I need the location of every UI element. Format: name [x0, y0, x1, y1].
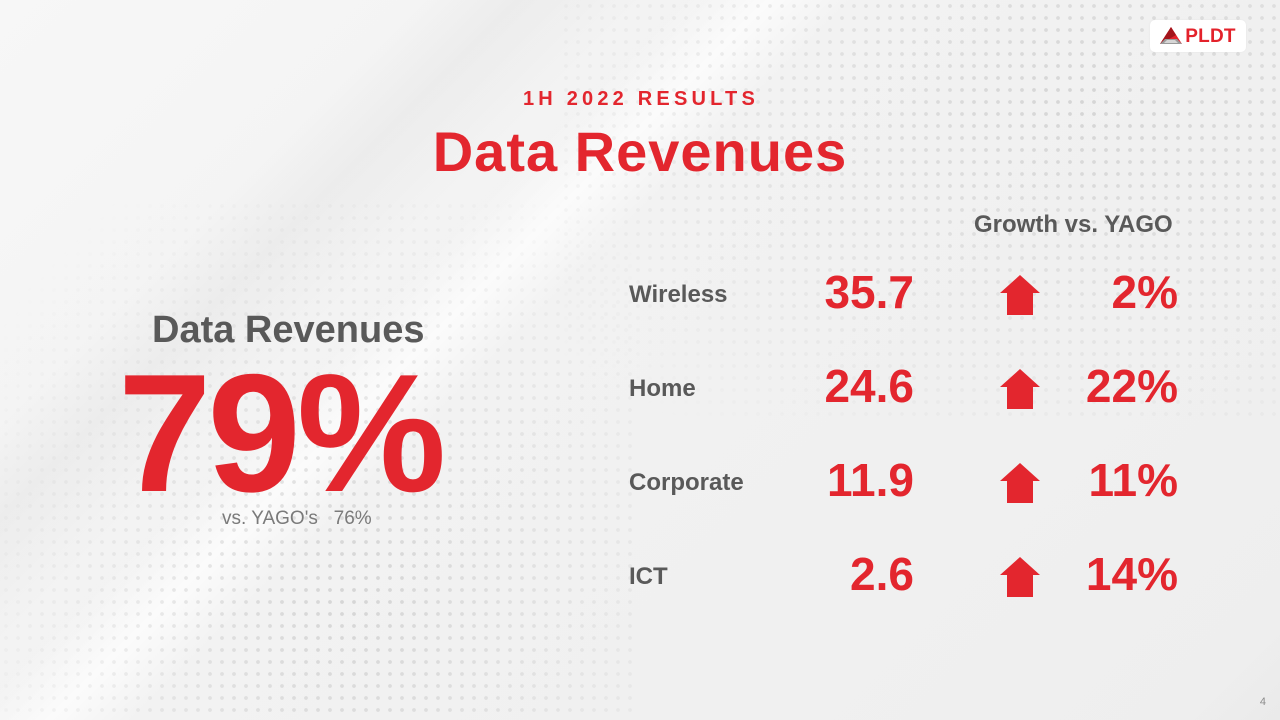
pldt-logo: PLDT [1150, 20, 1246, 52]
growth-percent: 2% [1111, 266, 1178, 318]
slide-title: Data Revenues [432, 120, 848, 183]
arrow-up-icon [1000, 557, 1040, 597]
table-row: ICT 2.6 14% [628, 548, 1188, 608]
growth-column-header: Growth vs. YAGO [974, 211, 1173, 238]
logo-text: PLDT [1185, 25, 1236, 47]
segment-label: Corporate [629, 469, 744, 496]
pldt-triangle-logo-icon [1160, 27, 1183, 44]
kpi-value: 79% [118, 339, 446, 527]
segment-label: Wireless [629, 281, 728, 308]
growth-percent: 22% [1085, 360, 1178, 412]
page-number: 4 [1259, 696, 1266, 708]
arrow-up-icon [1000, 275, 1040, 315]
segment-label: Home [629, 375, 696, 402]
table-row: Home 24.6 22% [628, 360, 1188, 420]
growth-percent: 14% [1085, 548, 1178, 600]
slide-kicker: 1H 2022 RESULTS [522, 88, 760, 110]
table-row: Corporate 11.9 11% [628, 454, 1188, 514]
kpi-label: Data Revenues [152, 309, 425, 351]
arrow-up-icon [1000, 369, 1040, 409]
growth-percent: 11% [1088, 454, 1178, 506]
segment-value: 24.6 [824, 360, 914, 412]
background-dot-grid [560, 0, 1280, 420]
segment-label: ICT [629, 563, 668, 590]
segment-value: 11.9 [827, 454, 914, 506]
arrow-up-icon [1000, 463, 1040, 503]
segment-value: 2.6 [850, 548, 914, 600]
table-row: Wireless 35.7 2% [628, 266, 1188, 326]
kpi-comparison: vs. YAGO's 76% [222, 508, 372, 529]
segment-value: 35.7 [824, 266, 914, 318]
